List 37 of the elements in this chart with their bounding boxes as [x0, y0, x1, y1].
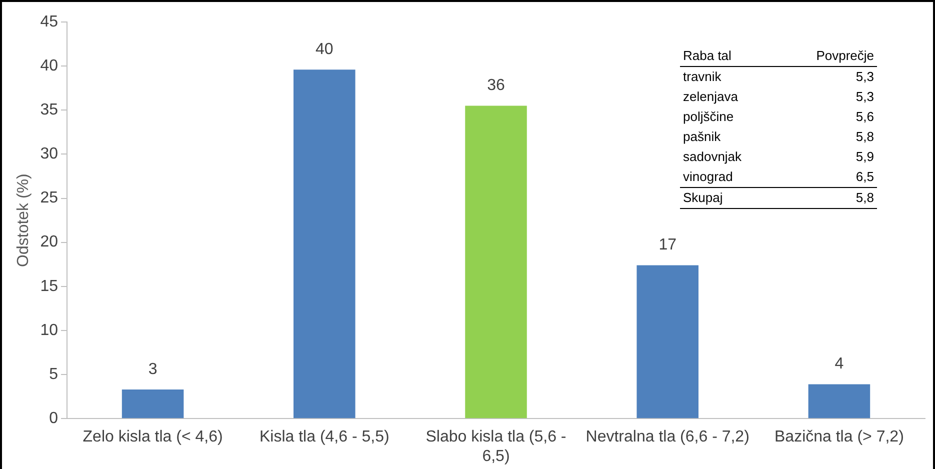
annotation: Povprečje — [813, 46, 877, 67]
annotation: vinograd — [682, 168, 734, 186]
y-tick-label: 5 — [49, 366, 58, 383]
y-tick-label: 10 — [40, 322, 58, 339]
data-label: 40 — [316, 41, 334, 58]
annotation: Skupaj — [680, 187, 814, 209]
x-tick-label: Slabo kisla tla (5,6 - 6,5) — [426, 428, 566, 465]
y-tick-label: 30 — [40, 146, 58, 163]
annotation: 5,3 — [854, 68, 875, 86]
y-tick-label: 40 — [40, 57, 58, 74]
annotation: 5,8 — [854, 128, 875, 146]
y-tick-label: 35 — [40, 102, 58, 119]
x-tick-label: Kisla tla (4,6 - 5,5) — [259, 428, 390, 446]
y-tick-label: 20 — [40, 234, 58, 251]
y-tick-label: 25 — [40, 190, 58, 207]
annotation: pašnik — [682, 128, 722, 146]
annotation: 5,6 — [854, 108, 875, 126]
annotation: 6,5 — [854, 168, 875, 186]
annotation: Raba tal — [680, 46, 814, 67]
annotation: sadovnjak — [682, 148, 743, 166]
data-label: 17 — [658, 236, 677, 254]
annotation: 5,8 — [813, 187, 877, 209]
x-tick-label: Zelo kisla tla (< 4,6) — [82, 428, 223, 446]
annotation: 5,3 — [854, 88, 875, 106]
y-tick-label: 15 — [40, 278, 58, 295]
data-label: 36 — [487, 77, 505, 94]
y-tick-label: 0 — [49, 410, 58, 428]
y-tick-label: 45 — [40, 13, 58, 30]
annotation: zelenjava — [682, 88, 739, 106]
y-axis-title: Odstotek (%) — [15, 174, 32, 267]
annotation: 5,9 — [854, 148, 875, 166]
x-tick-label: Bazična tla (> 7,2) — [774, 428, 904, 446]
annotation: poljščine — [682, 108, 735, 126]
data-label: 4 — [834, 356, 844, 373]
x-tick-label: Nevtralna tla (6,6 - 7,2) — [586, 428, 750, 446]
data-label: 3 — [148, 360, 158, 378]
annotation: travnik — [682, 68, 722, 86]
